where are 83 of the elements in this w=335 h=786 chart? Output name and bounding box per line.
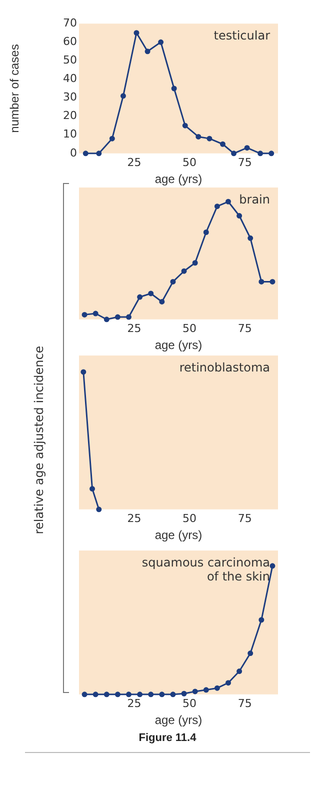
y-tick-label: 20 (63, 109, 77, 122)
x-tick-label: 75 (238, 512, 252, 525)
x-tick-label: 75 (238, 156, 252, 169)
x-tick-label: 50 (182, 156, 197, 169)
point (236, 668, 242, 674)
point (258, 278, 264, 284)
point (236, 213, 242, 219)
point (270, 278, 276, 284)
point (248, 650, 254, 656)
x-tick-label: 25 (127, 322, 142, 335)
x-tick-label: 75 (238, 696, 252, 710)
point (126, 692, 132, 698)
point (226, 680, 231, 686)
point (171, 86, 177, 92)
text: testicular (214, 28, 270, 43)
y-tick-label: 60 (63, 35, 77, 48)
point (148, 692, 154, 698)
point (270, 563, 276, 569)
point (226, 198, 231, 204)
y-tick-label: 40 (63, 72, 77, 86)
point (96, 150, 102, 156)
point (109, 136, 115, 142)
point (104, 692, 110, 698)
chart-title: retinoblastoma (179, 360, 270, 375)
y-axis-title: relative age adjusted incidence (32, 346, 46, 534)
y-tick-label: 30 (63, 90, 77, 104)
y-tick-label: 70 (63, 16, 77, 30)
point (82, 692, 88, 698)
point (192, 688, 198, 694)
point (114, 692, 120, 698)
point (158, 39, 164, 45)
point (244, 145, 250, 151)
y-tick-label: 0 (70, 146, 77, 160)
x-axis-title: age (yrs) (154, 172, 202, 186)
point (134, 30, 140, 36)
point (192, 260, 198, 266)
point (203, 230, 209, 235)
point (196, 134, 202, 140)
point (92, 692, 98, 698)
point (181, 268, 187, 274)
point (214, 685, 220, 691)
point (170, 278, 176, 284)
x-tick-label: 25 (127, 512, 142, 525)
point (248, 235, 254, 241)
point (82, 312, 88, 318)
point (220, 141, 226, 147)
point (120, 93, 126, 99)
point (159, 298, 165, 304)
x-axis-title: age (yrs) (154, 713, 202, 728)
point (148, 290, 154, 296)
point (258, 617, 264, 623)
point (231, 150, 237, 156)
point (203, 687, 209, 693)
chart-title: squamous carcinoma of the skin (142, 556, 270, 584)
x-tick-label: 50 (182, 322, 197, 335)
point (206, 136, 212, 142)
point (170, 692, 176, 698)
point (159, 692, 165, 698)
point (137, 692, 143, 698)
x-axis-title: age (yrs) (154, 528, 202, 542)
x-axis-title: age (yrs) (154, 338, 202, 352)
x-tick-label: 25 (127, 696, 142, 710)
y-axis-title: number of cases (8, 44, 22, 133)
point (92, 310, 98, 316)
point (181, 690, 187, 696)
x-tick-label: 50 (182, 512, 197, 525)
point (126, 314, 132, 320)
x-tick-label: 50 (182, 696, 197, 710)
caption: Figure 11.4 (138, 732, 198, 744)
point (114, 314, 120, 320)
point (144, 48, 150, 54)
point (182, 122, 188, 128)
point (82, 150, 88, 156)
y-tick-label: 50 (63, 54, 77, 67)
x-tick-label: 25 (127, 156, 142, 169)
point (104, 316, 110, 322)
point (258, 150, 264, 156)
x-tick-label: 75 (238, 322, 252, 335)
point (268, 150, 274, 156)
point (137, 294, 143, 300)
y-tick-label: 10 (63, 128, 77, 141)
chart-title: brain (239, 192, 270, 207)
point (214, 204, 220, 210)
